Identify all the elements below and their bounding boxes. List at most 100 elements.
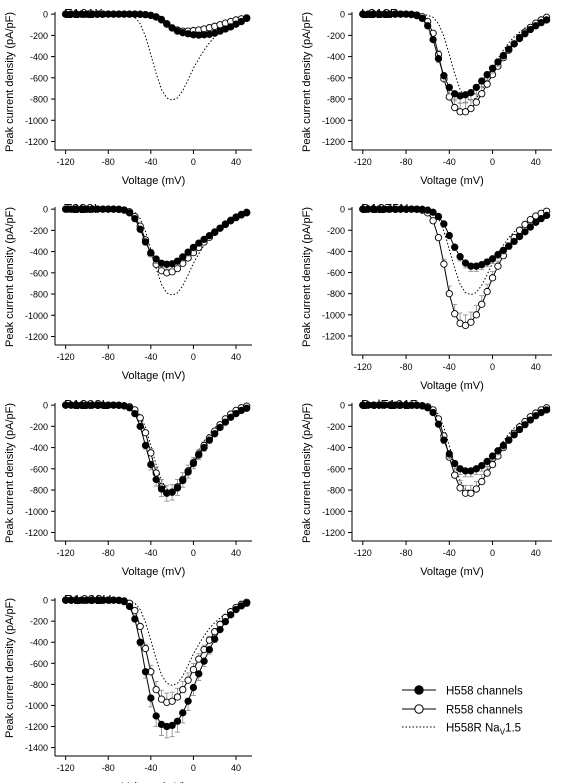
data-point-r558 <box>445 290 453 298</box>
data-point-h558 <box>141 238 150 246</box>
data-point-h558 <box>152 712 160 720</box>
y-tick-label: -800 <box>30 290 48 300</box>
legend-wt-label: H558R NaV1.5 <box>446 723 521 737</box>
data-point-h558 <box>232 409 240 418</box>
data-point-r558 <box>440 260 448 268</box>
data-point-h558 <box>243 14 251 23</box>
y-axis-label: Peak current density (pA/pF) <box>301 403 313 543</box>
data-point-r558 <box>483 469 491 477</box>
data-point-h558 <box>168 24 176 32</box>
data-point-h558 <box>152 255 160 263</box>
y-tick-label: -400 <box>30 443 48 453</box>
legend: H558 channels R558 channels H558R NaV1.5 <box>402 685 523 737</box>
data-point-h558 <box>488 452 497 460</box>
data-point-h558 <box>434 420 443 428</box>
legend-wt-prefix: H558R Na <box>446 723 500 735</box>
data-point-h558 <box>216 423 224 432</box>
y-tick-label: -1000 <box>25 116 48 126</box>
y-tick-label: -600 <box>327 268 345 278</box>
x-tick-label: 40 <box>231 763 241 773</box>
series-line-h558 <box>362 13 547 97</box>
y-tick-label: 0 <box>43 401 48 411</box>
series-line-wt <box>65 208 247 296</box>
data-point-h558 <box>542 211 551 220</box>
data-point-h558 <box>505 45 513 53</box>
data-point-h558 <box>221 418 230 426</box>
data-point-h558 <box>141 668 150 676</box>
chart-panel-2: 0-200-400-600-800-1000-1200-120 -80 -40 0 40… <box>301 6 552 187</box>
y-tick-label: 0 <box>340 10 345 20</box>
y-axis-label: Peak current density (pA/pF) <box>301 12 313 152</box>
data-point-h558 <box>478 77 486 85</box>
data-point-h558 <box>136 638 144 646</box>
data-point-h558 <box>510 237 518 246</box>
x-tick-label: -40 <box>443 362 456 372</box>
data-point-h558 <box>147 460 155 469</box>
chart-panel-3: 0-200-400-600-800-1000-1200-120 -80 -40 0 40… <box>4 201 252 382</box>
y-axis-label: Peak current density (pA/pF) <box>4 403 16 543</box>
data-point-h558 <box>125 209 134 217</box>
x-tick-label: -120 <box>57 763 75 773</box>
data-point-h558 <box>483 258 491 266</box>
data-point-h558 <box>494 447 502 455</box>
series-line-wt <box>65 13 247 101</box>
data-point-h558 <box>205 436 214 444</box>
y-tick-label: -800 <box>327 289 345 299</box>
y-tick-label: -1200 <box>25 137 48 147</box>
data-point-h558 <box>136 225 144 233</box>
x-tick-label: 0 <box>191 548 196 558</box>
data-point-h558 <box>451 459 459 468</box>
data-point-h558 <box>505 242 513 250</box>
legend-wt-suffix: 1.5 <box>505 723 521 735</box>
x-axis-label: Voltage (mV) <box>122 781 186 783</box>
data-point-h558 <box>179 476 187 485</box>
legend-wt-subscript: V <box>500 728 506 737</box>
data-point-h558 <box>483 457 491 466</box>
x-tick-label: -120 <box>354 157 372 167</box>
data-point-h558 <box>494 58 502 66</box>
y-tick-label: -200 <box>30 31 48 41</box>
y-tick-label: -600 <box>327 464 345 474</box>
data-point-h558 <box>526 416 535 424</box>
x-tick-label: -120 <box>57 157 75 167</box>
data-point-h558 <box>211 635 219 643</box>
data-point-r558 <box>173 693 182 701</box>
data-point-r558 <box>157 695 166 703</box>
series-line-wt <box>65 404 247 492</box>
data-point-r558 <box>472 311 480 319</box>
data-point-h558 <box>424 22 432 30</box>
data-point-h558 <box>200 657 208 665</box>
data-point-h558 <box>120 598 128 606</box>
data-point-h558 <box>499 51 508 60</box>
data-point-h558 <box>227 413 235 421</box>
data-point-h558 <box>195 239 203 247</box>
y-tick-label: -1200 <box>25 332 48 342</box>
data-point-h558 <box>526 25 535 34</box>
data-point-r558 <box>434 234 443 242</box>
data-point-h558 <box>216 625 224 634</box>
x-tick-label: 40 <box>231 157 241 167</box>
chart-panel-6: 0-200-400-600-800-1000-1200-120 -80 -40 0 40… <box>301 397 552 578</box>
data-point-r558 <box>467 104 475 113</box>
data-point-h558 <box>445 231 453 240</box>
data-point-h558 <box>131 409 139 418</box>
data-point-h558 <box>467 89 475 97</box>
data-point-h558 <box>200 235 208 244</box>
data-point-h558 <box>147 248 155 257</box>
data-point-r558 <box>184 676 192 684</box>
y-tick-label: -1200 <box>25 528 48 538</box>
data-point-h558 <box>515 232 524 241</box>
chart-panel-7: 0-200-400-600-800-1000-1200-1400-120 -80-… <box>4 592 252 783</box>
legend-h558-marker <box>414 685 424 695</box>
data-point-h558 <box>211 430 219 438</box>
data-point-r558 <box>451 310 459 318</box>
data-point-h558 <box>440 436 448 444</box>
y-tick-label: -400 <box>30 638 48 648</box>
data-point-h558 <box>532 218 540 226</box>
x-tick-label: 40 <box>231 352 241 362</box>
x-tick-label: -120 <box>354 362 372 372</box>
data-point-r558 <box>472 98 480 106</box>
data-point-h558 <box>445 83 453 92</box>
x-tick-label: 0 <box>191 157 196 167</box>
y-tick-label: -400 <box>30 247 48 257</box>
